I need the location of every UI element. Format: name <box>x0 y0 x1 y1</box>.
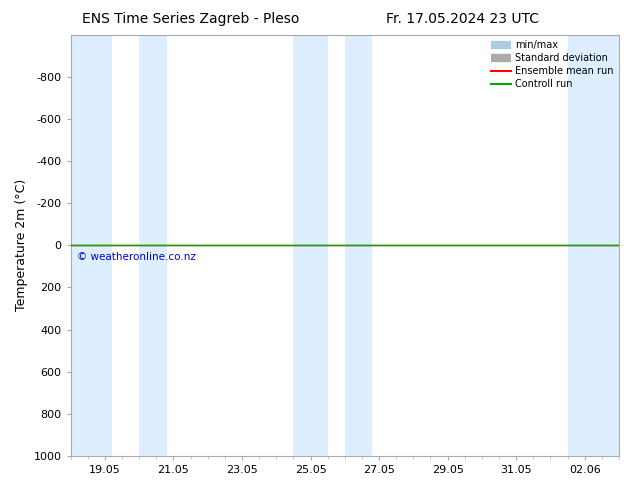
Y-axis label: Temperature 2m (°C): Temperature 2m (°C) <box>15 179 28 312</box>
Bar <box>70 35 112 456</box>
Legend: min/max, Standard deviation, Ensemble mean run, Controll run: min/max, Standard deviation, Ensemble me… <box>488 37 617 93</box>
Bar <box>345 35 372 456</box>
Bar <box>139 35 167 456</box>
Text: © weatheronline.co.nz: © weatheronline.co.nz <box>77 251 197 262</box>
Text: Fr. 17.05.2024 23 UTC: Fr. 17.05.2024 23 UTC <box>386 12 540 26</box>
Bar <box>567 35 619 456</box>
Text: ENS Time Series Zagreb - Pleso: ENS Time Series Zagreb - Pleso <box>82 12 299 26</box>
Bar <box>294 35 328 456</box>
